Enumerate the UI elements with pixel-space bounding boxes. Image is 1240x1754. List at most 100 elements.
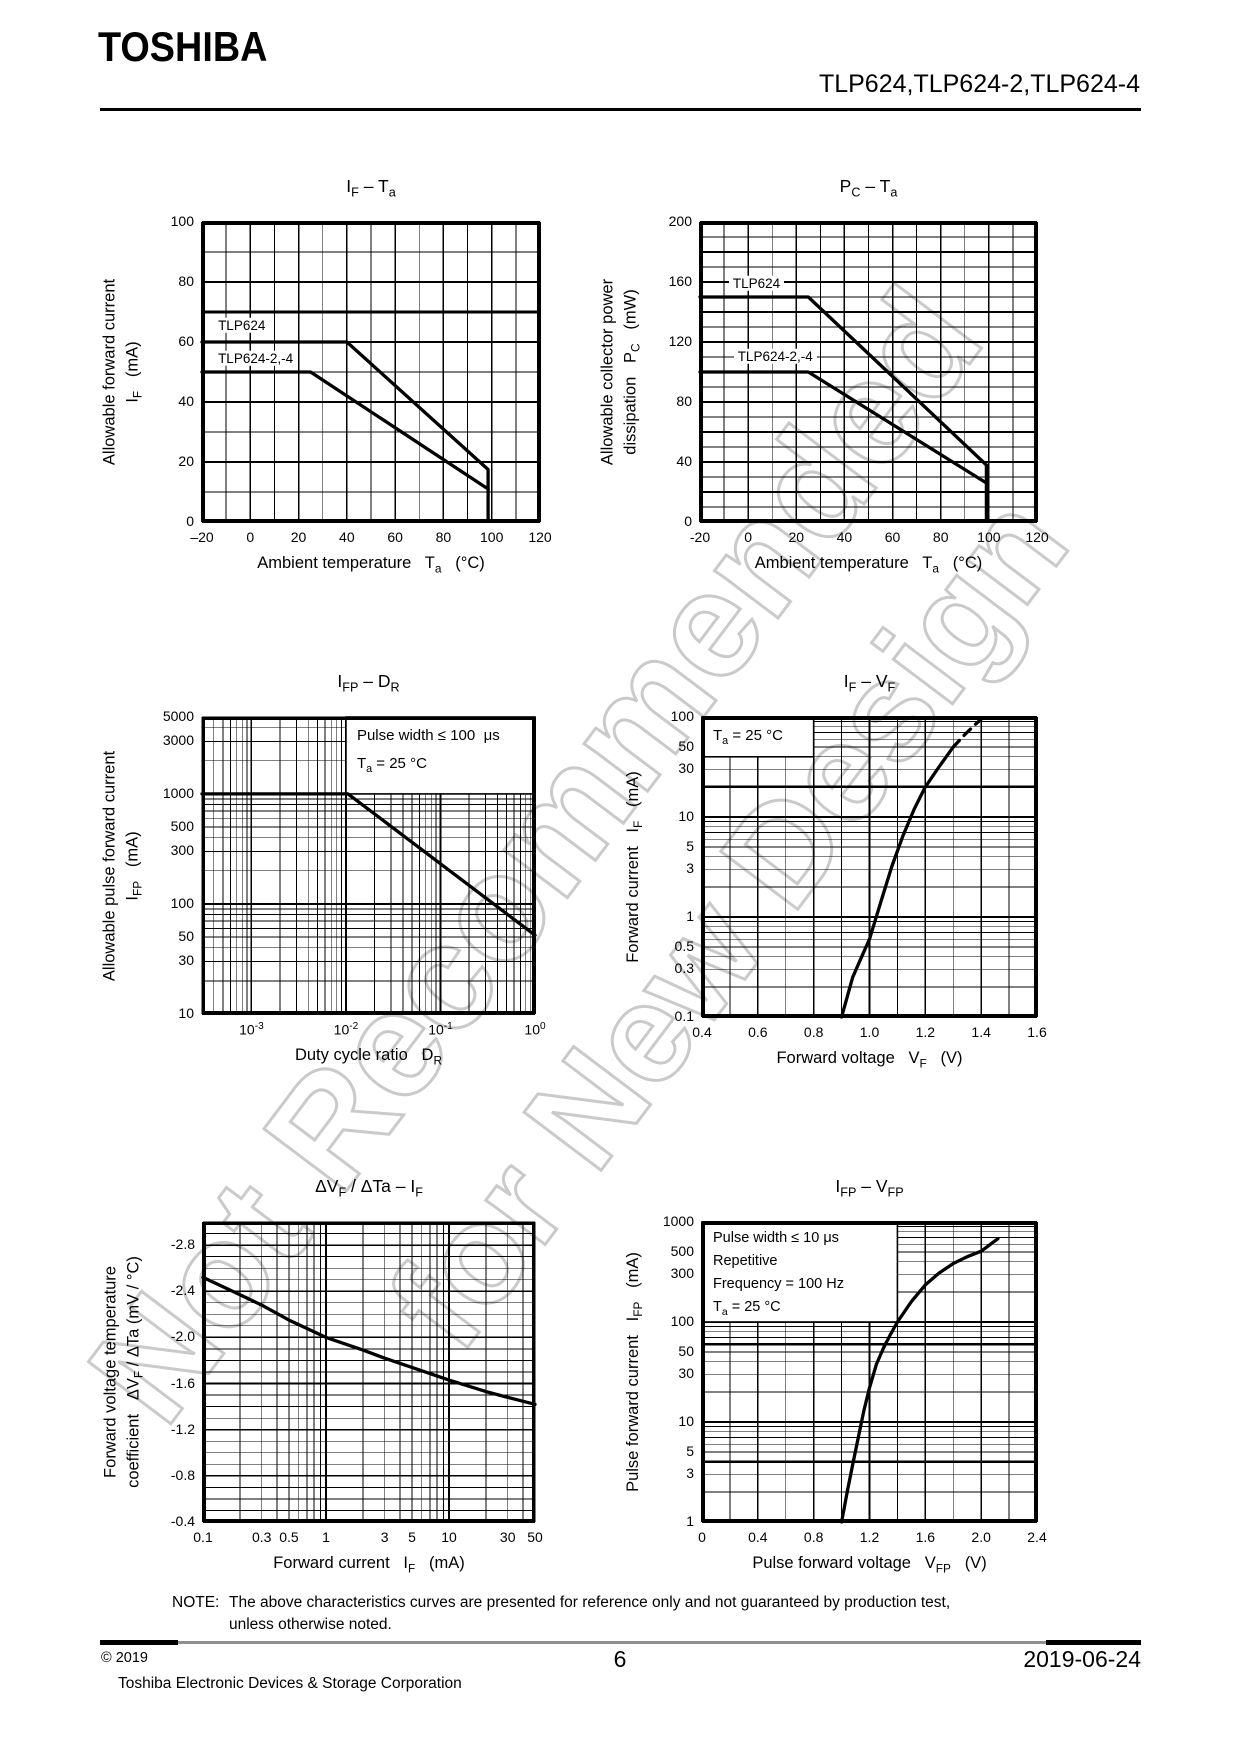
chart-title: PC – Ta — [839, 176, 898, 200]
x-tick-label: 40 — [836, 529, 853, 545]
x-tick-label: 1.4 — [971, 1024, 991, 1040]
x-tick-label: 0.8 — [803, 1024, 824, 1040]
y-tick-label: 50 — [178, 928, 194, 945]
y-axis-label: Allowable pulse forward current IFP (mA) — [100, 750, 145, 981]
plot-border — [202, 222, 540, 522]
chart-title: ΔVF / ΔTa – IF — [315, 1176, 423, 1200]
y-tick-label: 30 — [678, 1365, 694, 1382]
x-tick-label: -20 — [689, 529, 711, 545]
y-tick-label: -2.0 — [170, 1328, 195, 1345]
x-tick-label: 1.6 — [915, 1529, 936, 1545]
y-tick-label: 60 — [178, 333, 194, 349]
y-tick-label: 200 — [668, 213, 692, 229]
curve-label: TLP624 — [728, 275, 785, 291]
x-tick-label: 3 — [380, 1529, 389, 1545]
x-tick-label: 80 — [932, 529, 949, 545]
x-tick-label: 20 — [290, 529, 307, 545]
document-date: 2019-06-24 — [1023, 1646, 1141, 1672]
y-tick-label: 0 — [186, 513, 194, 529]
plot-border — [702, 1222, 1037, 1522]
y-tick-label: -2.4 — [170, 1282, 195, 1299]
y-tick-label: 30 — [678, 760, 694, 777]
curve-TLP624 — [200, 340, 490, 523]
y-axis-label: Forward voltage temperature coefficient Δ… — [101, 1256, 146, 1488]
plot-border — [702, 717, 1037, 1017]
curve-if-vf-1 — [951, 717, 983, 749]
y-tick-label: 100 — [170, 894, 194, 911]
x-tick-label: 60 — [387, 529, 403, 545]
curve-label: TLP624-2,-4 — [733, 348, 817, 364]
y-tick-label: 0 — [684, 513, 692, 529]
y-tick-label: -2.8 — [170, 1236, 195, 1253]
x-axis-label: Ambient temperature Ta (°C) — [754, 554, 983, 576]
chart-title: IFP – DR — [337, 671, 400, 695]
page-number: 6 — [613, 1646, 627, 1672]
y-tick-label: 40 — [178, 393, 194, 409]
company-name: Toshiba Electronic Devices & Storage Cor… — [118, 1675, 462, 1692]
y-tick-label: 1000 — [662, 1213, 694, 1229]
plot-area — [698, 221, 1038, 523]
y-tick-label: 5 — [686, 1443, 694, 1460]
y-tick-label: 50 — [678, 738, 694, 755]
x-tick-label: 0.1 — [193, 1529, 213, 1545]
x-tick-label: 10-1 — [428, 1021, 453, 1038]
footer-rule-right-segment — [1046, 1640, 1141, 1645]
x-tick-label: 1.6 — [1027, 1024, 1047, 1040]
plot-border — [202, 717, 535, 1014]
chart-title: IF – Ta — [346, 176, 396, 200]
note-line-1: The above characteristics curves are pre… — [229, 1594, 951, 1611]
x-tick-label: 1.0 — [859, 1024, 880, 1040]
chart-if-ta: IF – Ta Ambient temperature Ta (°C) Allowa… — [100, 176, 551, 575]
chart-title: IF – VF — [843, 671, 896, 695]
y-tick-label: 0.3 — [674, 960, 694, 977]
y-tick-label: 0.1 — [674, 1008, 694, 1024]
toshiba-logo: TOSHIBA — [98, 24, 268, 71]
x-tick-label: 0.3 — [251, 1529, 272, 1545]
y-tick-label: -0.4 — [170, 1513, 195, 1529]
y-tick-label: 50 — [678, 1343, 694, 1360]
y-tick-label: 30 — [178, 952, 194, 969]
curve-TLP624-2,-4 — [200, 370, 490, 491]
x-axis-label: Duty cycle ratio DR — [294, 1046, 443, 1068]
x-tick-label: 5 — [408, 1529, 416, 1545]
annotation-text: Ta = 25 °C — [713, 727, 783, 747]
x-tick-label: 1.2 — [915, 1024, 936, 1040]
curve-TLP624 — [698, 295, 989, 523]
curve-if-vf-0 — [839, 745, 955, 1019]
chart-pc-ta: PC – Ta Ambient temperature Ta (°C) Allowa… — [598, 176, 1048, 575]
y-tick-label: 1000 — [162, 784, 194, 801]
chart-if-vf: IF – VF Forward voltage VF (V) Forward cur… — [624, 671, 1047, 1070]
y-tick-label: 3 — [686, 1465, 694, 1482]
x-tick-label: 40 — [339, 529, 355, 545]
x-tick-label: 10-2 — [333, 1021, 359, 1038]
x-tick-label: 60 — [884, 529, 901, 545]
curve-ifp-dr-0 — [200, 792, 537, 937]
y-tick-label: 100 — [670, 1313, 694, 1329]
note: NOTE: The above characteristics curves a… — [172, 1592, 950, 1636]
plot-area — [701, 1221, 1038, 1524]
y-tick-label: 3000 — [162, 732, 194, 749]
x-tick-label: 0.8 — [803, 1529, 824, 1545]
y-tick-label: 1 — [686, 908, 694, 924]
x-axis-label: Forward voltage VF (V) — [776, 1049, 963, 1071]
y-axis-label: Allowable collector power dissipation PC … — [598, 278, 643, 466]
x-tick-label: 100 — [480, 529, 504, 545]
x-tick-label: 80 — [435, 529, 452, 545]
chart-dvf-dta-if: ΔVF / ΔTa – IF Forward current IF (mA) For… — [101, 1176, 542, 1575]
curve-ifp-vfp-0 — [839, 1237, 1000, 1524]
curve-TLP624-2,-4 — [698, 370, 989, 485]
y-tick-label: 10 — [678, 808, 694, 824]
y-tick-label: 500 — [170, 818, 194, 835]
x-tick-label: 2.0 — [971, 1529, 991, 1545]
note-label: NOTE: — [172, 1594, 220, 1611]
y-tick-label: 20 — [178, 453, 194, 469]
header-rule — [100, 108, 1141, 111]
curve-label: TLP624-2,-4 — [214, 350, 298, 366]
annotation-box — [701, 1221, 899, 1323]
x-tick-label: 0.4 — [692, 1024, 712, 1040]
y-tick-label: 160 — [668, 273, 692, 289]
copyright: © 2019 — [101, 1650, 148, 1666]
x-tick-label: 0.4 — [748, 1529, 768, 1545]
plot-area — [201, 1221, 537, 1523]
y-axis-label: Pulse forward current IFP (mA) — [623, 1252, 646, 1492]
